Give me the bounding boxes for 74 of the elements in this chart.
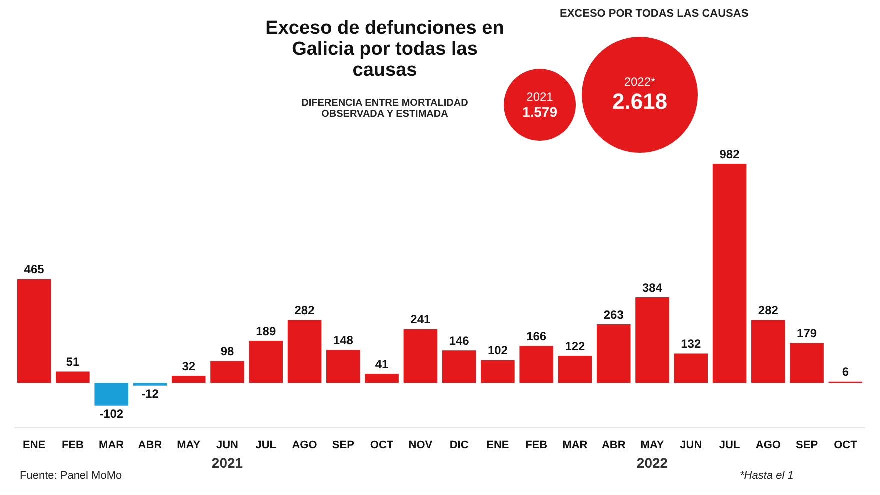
bar [17, 279, 52, 384]
source-note: Fuente: Panel MoMo [20, 470, 122, 482]
bar [674, 354, 708, 384]
data-label: 102 [488, 344, 508, 358]
data-label: 189 [256, 324, 276, 338]
data-label: -12 [142, 387, 160, 402]
bar [172, 376, 206, 384]
text: *Hasta el 1 [740, 470, 794, 482]
chart-title: Exceso de defunciones en Galicia por todas las causas [264, 18, 506, 81]
x-tick-label: MAY [640, 439, 665, 452]
data-label: 146 [449, 334, 470, 348]
x-tick-label: FEB [62, 439, 84, 452]
bar [249, 340, 284, 384]
data-label: 465 [24, 262, 45, 277]
bar [596, 324, 631, 384]
circle-badge: 2021 1.579 [504, 69, 576, 141]
bar [712, 164, 747, 384]
data-label: 166 [526, 329, 547, 344]
x-tick-label: JUL [256, 439, 277, 452]
data-label: 6 [842, 365, 850, 380]
x-tick-label: ABR [602, 439, 626, 452]
data-label: 982 [720, 147, 740, 162]
x-tick-label: NOV [408, 439, 434, 452]
bar [752, 320, 786, 384]
data-label: 122 [565, 339, 586, 354]
x-tick-label: OCT [834, 439, 858, 452]
bar [520, 346, 554, 384]
bar [404, 329, 438, 384]
data-label: 32 [182, 359, 196, 374]
data-label: 384 [642, 280, 663, 295]
text: 2022 [636, 454, 668, 471]
bar [790, 343, 824, 384]
bar [365, 374, 399, 384]
x-tick-label: FEB [526, 439, 548, 452]
x-tick-label: JUN [680, 439, 702, 452]
data-label: 41 [375, 357, 390, 372]
x-tick-label: AGO [756, 439, 782, 452]
x-tick-label: OCT [370, 439, 394, 452]
data-label: 179 [797, 326, 818, 341]
x-tick-label: MAR [99, 439, 124, 452]
x-tick-label: ENE [23, 439, 46, 452]
x-tick-label: JUN [216, 439, 239, 452]
data-label: 282 [758, 304, 779, 318]
bar [636, 297, 670, 384]
bar [94, 383, 128, 406]
circle-badge: 2022* 2.618 [582, 37, 698, 153]
x-tick-label: JUL [719, 439, 740, 452]
data-label: 148 [333, 333, 354, 348]
bar [288, 320, 322, 384]
bar [210, 361, 244, 384]
x-tick-label: MAR [562, 439, 588, 452]
bar [442, 350, 476, 384]
bar [326, 350, 360, 384]
data-label: 132 [681, 337, 702, 352]
bar [558, 356, 592, 384]
data-label: 98 [220, 344, 234, 359]
bar [56, 372, 90, 384]
x-tick-label: DIC [450, 439, 469, 452]
text: 2021 [212, 454, 244, 471]
x-tick-label: SEP [332, 439, 354, 452]
data-label: 241 [410, 312, 432, 327]
bar [133, 383, 168, 386]
x-tick-label: AGO [292, 439, 318, 452]
x-tick-label: ABR [138, 439, 162, 452]
chart-subtitle: DIFERENCIA ENTRE MORTALIDAD OBSERVADA Y ESTIMADA [300, 98, 470, 120]
x-tick-label: SEP [796, 439, 818, 452]
bar [481, 360, 515, 384]
x-tick-label: ENE [486, 439, 510, 452]
data-label: -102 [100, 407, 124, 422]
text: EXCESO POR TODAS LAS CAUSAS [560, 8, 749, 20]
x-tick-label: MAY [177, 439, 202, 452]
data-label: 51 [66, 355, 80, 370]
data-label: 282 [294, 304, 316, 318]
data-label: 263 [604, 308, 624, 322]
